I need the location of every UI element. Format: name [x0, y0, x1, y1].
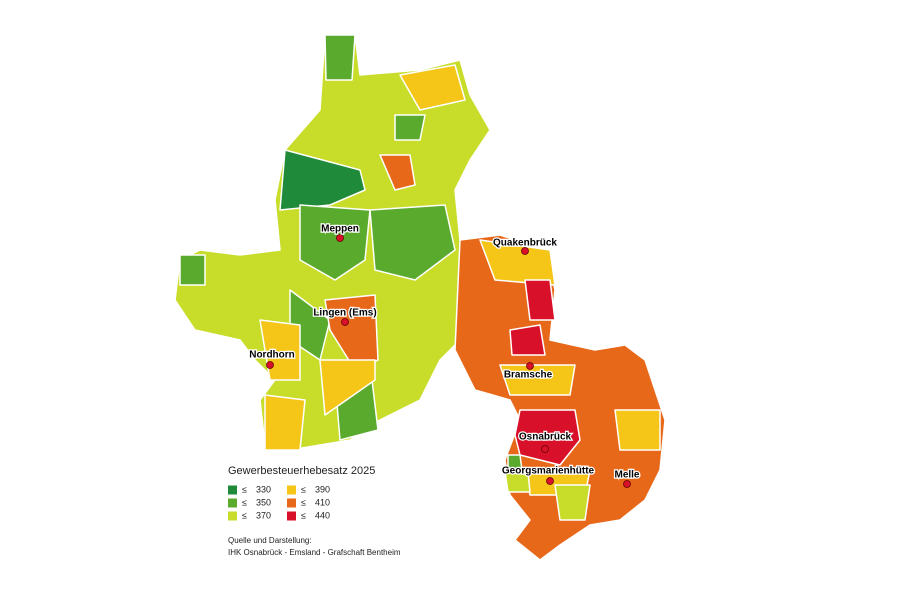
- region: [479, 239, 556, 286]
- city-label: Bramsche: [504, 370, 553, 381]
- region: [504, 471, 531, 493]
- city-dot: [541, 445, 549, 453]
- legend: Gewerbesteuerhebesatz 2025 ≤330 ≤ 350 ≤ 370 ≤…: [228, 465, 375, 521]
- city-label: Osnabrück: [519, 432, 572, 443]
- legend-value: 330: [256, 484, 271, 494]
- city-labels: Meppen Quakenbrück Lingen (Ems) Nordhorn Bra…: [248, 222, 641, 488]
- source-label: Quelle und Darstellung:: [228, 536, 312, 545]
- legend-value: 410: [315, 497, 330, 507]
- region: [179, 254, 206, 286]
- city-label: Melle: [614, 470, 639, 481]
- region: [324, 34, 356, 81]
- region: [499, 364, 576, 396]
- legend-symbol: ≤: [242, 497, 247, 507]
- city-label: Georgsmarienhütte: [502, 466, 595, 477]
- region: [319, 359, 376, 416]
- city-label: Nordhorn: [249, 350, 295, 361]
- city-dot: [623, 480, 631, 488]
- legend-symbol: ≤: [301, 484, 306, 494]
- region: [379, 154, 416, 191]
- city-dot: [341, 318, 349, 326]
- city-dot: [521, 247, 529, 255]
- legend-value: 370: [256, 510, 271, 520]
- region: [279, 149, 366, 211]
- legend-symbol: ≤: [242, 510, 247, 520]
- region: [507, 454, 523, 471]
- region: [394, 114, 426, 141]
- city-label: Meppen: [321, 224, 359, 235]
- legend-value: 350: [256, 497, 271, 507]
- city-dot: [336, 234, 344, 242]
- city-label: Quakenbrück: [493, 238, 557, 249]
- legend-value: 390: [315, 484, 330, 494]
- region: [299, 204, 371, 281]
- region: [514, 409, 581, 466]
- map: [174, 34, 666, 561]
- region: [399, 64, 466, 111]
- city-label: Lingen (Ems): [313, 308, 376, 319]
- source-text: IHK Osnabrück - Emsland - Grafschaft Ben…: [228, 548, 401, 557]
- region: [264, 394, 306, 451]
- legend-title: Gewerbesteuerhebesatz 2025: [228, 465, 375, 477]
- legend-value: 440: [315, 510, 330, 520]
- legend-swatch: [287, 485, 296, 495]
- legend-symbol: ≤: [301, 497, 306, 507]
- region: [509, 324, 546, 356]
- city-dot: [526, 362, 534, 370]
- legend-swatch: [287, 498, 296, 508]
- region: [369, 204, 456, 281]
- legend-swatch: [228, 485, 237, 495]
- region: [554, 484, 591, 521]
- region: [524, 279, 556, 321]
- city-dot: [546, 477, 554, 485]
- legend-symbol: ≤: [301, 510, 306, 520]
- legend-symbol: ≤: [242, 484, 247, 494]
- legend-swatch: [228, 498, 237, 508]
- city-dot: [266, 361, 274, 369]
- region: [614, 409, 661, 451]
- legend-swatch: [287, 511, 296, 521]
- legend-swatch: [228, 511, 237, 521]
